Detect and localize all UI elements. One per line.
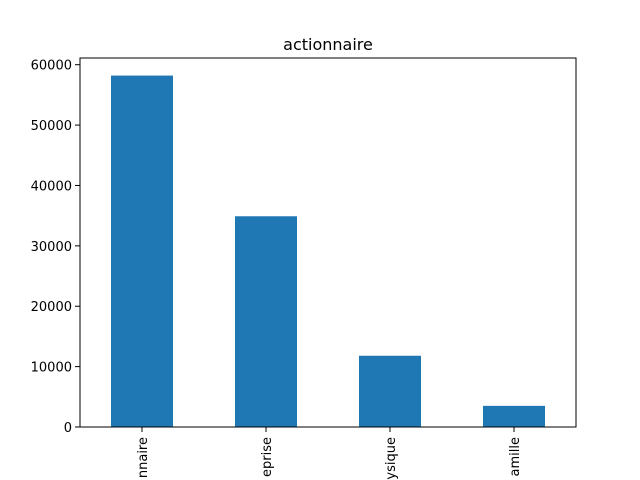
x-axis: nnaire eprise ysique amille — [136, 427, 523, 480]
x-tick-label-2: ysique — [384, 437, 399, 480]
y-tick-label-2: 20000 — [31, 300, 72, 315]
bar-2 — [359, 355, 421, 427]
x-tick-label-1: eprise — [260, 437, 275, 477]
bar-3 — [483, 405, 545, 427]
y-axis: 0 10000 20000 30000 40000 50000 60000 — [31, 59, 80, 436]
y-tick-label-3: 30000 — [31, 240, 72, 255]
y-tick-label-6: 60000 — [31, 59, 72, 74]
bar-0 — [111, 75, 173, 428]
y-tick-label-5: 50000 — [31, 119, 72, 134]
x-tick-label-0: nnaire — [136, 437, 151, 478]
y-tick-label-0: 0 — [64, 421, 72, 436]
x-tick-label-3: amille — [508, 437, 523, 476]
bar-1 — [235, 216, 297, 427]
chart-title: actionnaire — [283, 35, 373, 54]
y-tick-label-1: 10000 — [31, 361, 72, 376]
plot-frame — [79, 57, 577, 428]
y-tick-label-4: 40000 — [31, 179, 72, 194]
bars-group — [111, 75, 545, 428]
